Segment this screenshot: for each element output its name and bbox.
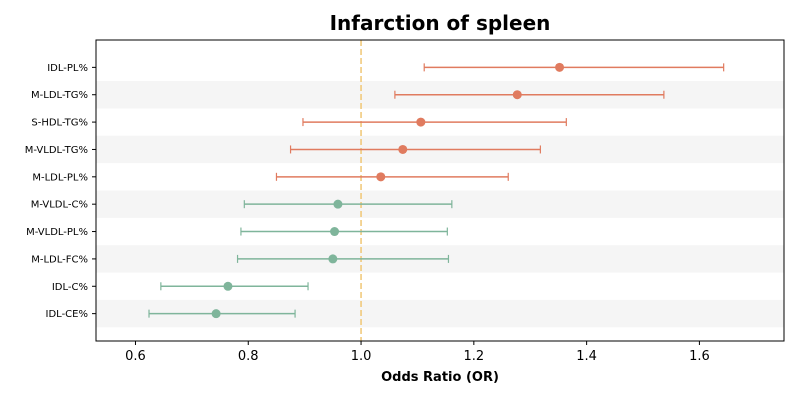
x-tick-label: 1.4 [576, 349, 597, 364]
data-marks [148, 62, 725, 319]
row-marks [240, 227, 448, 237]
y-tick-label: IDL-PL% [47, 63, 88, 74]
row-marks [160, 281, 309, 291]
or-point [512, 90, 522, 100]
or-point [223, 281, 233, 291]
or-point [416, 117, 426, 127]
y-tick-label: M-LDL-TG% [31, 90, 88, 101]
row-marks [236, 254, 450, 264]
y-tick-label: IDL-CE% [46, 309, 88, 320]
plot-frame [95, 39, 785, 342]
or-point [328, 254, 338, 264]
row-marks [289, 144, 541, 154]
or-point [555, 62, 565, 72]
x-axis-label: Odds Ratio (OR) [381, 370, 499, 385]
x-tick-label: 1.6 [689, 349, 710, 364]
row-marks [243, 199, 453, 209]
chart-title: Infarction of spleen [330, 11, 551, 35]
x-tick-label: 0.8 [238, 349, 259, 364]
y-tick-label: M-VLDL-TG% [25, 145, 88, 156]
row-marks [302, 117, 567, 127]
row-marks [275, 172, 509, 182]
y-tick-label: M-VLDL-C% [31, 200, 88, 211]
y-tick-label: M-LDL-PL% [32, 172, 88, 183]
row-marks [394, 90, 665, 100]
y-axis: IDL-PL% M-LDL-TG% S-HDL-TG% M-VLDL-TG% M-LDL… [25, 63, 96, 320]
x-tick-label: 1.0 [351, 349, 372, 364]
y-tick-label: IDL-C% [52, 282, 88, 293]
or-point [376, 172, 386, 182]
or-point [398, 144, 408, 154]
row-marks [148, 309, 296, 319]
or-point [333, 199, 343, 209]
x-axis: 0.6 0.8 1.0 1.2 1.4 1.6 [125, 341, 710, 364]
y-tick-label: M-VLDL-PL% [26, 227, 88, 238]
y-tick-label: M-LDL-FC% [31, 254, 88, 265]
x-tick-label: 0.6 [125, 349, 146, 364]
or-point [330, 227, 340, 237]
y-tick-label: S-HDL-TG% [31, 118, 88, 129]
or-point [211, 309, 221, 319]
x-tick-label: 1.2 [463, 349, 484, 364]
row-marks [423, 62, 725, 72]
